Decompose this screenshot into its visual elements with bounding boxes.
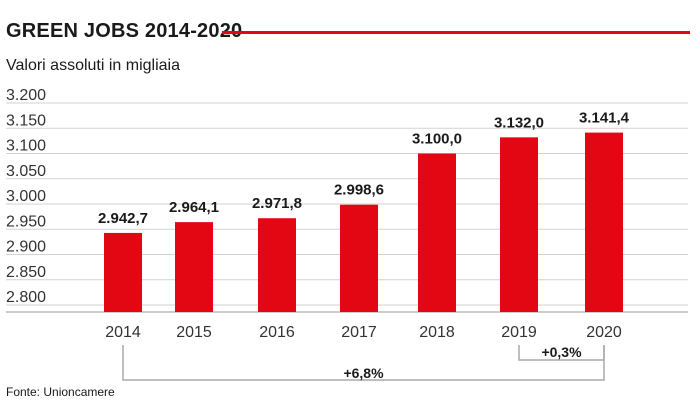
- chart-title: GREEN JOBS 2014-2020: [6, 20, 243, 42]
- y-tick-label: 3.000: [6, 188, 46, 205]
- y-tick-label: 3.100: [6, 138, 46, 155]
- x-tick-label: 2017: [341, 324, 377, 341]
- bar: [418, 153, 456, 312]
- data-label: 2.942,7: [98, 210, 148, 227]
- growth-annotation: +6,8%: [343, 365, 384, 381]
- data-label: 3.132,0: [494, 114, 544, 131]
- x-tick-label: 2018: [419, 324, 455, 341]
- y-tick-label: 2.800: [6, 289, 46, 306]
- y-tick-label: 3.200: [6, 87, 46, 104]
- y-tick-label: 3.150: [6, 112, 46, 129]
- growth-annotation: +0,3%: [541, 344, 582, 360]
- x-tick-label: 2020: [586, 324, 622, 341]
- y-tick-label: 3.050: [6, 163, 46, 180]
- bar: [104, 232, 142, 312]
- x-tick-label: 2019: [501, 324, 537, 341]
- chart-subtitle: Valori assoluti in migliaia: [6, 57, 180, 74]
- y-tick-label: 2.950: [6, 213, 46, 230]
- x-tick-label: 2015: [176, 324, 212, 341]
- bracket-2014-2020: [122, 345, 605, 381]
- data-label: 2.998,6: [334, 182, 384, 199]
- bar: [175, 222, 213, 312]
- bar: [500, 137, 538, 312]
- bar: [585, 132, 623, 312]
- x-tick-label: 2014: [105, 324, 141, 341]
- bar: [340, 204, 378, 312]
- data-label: 2.964,1: [169, 199, 219, 216]
- title-rule: [222, 31, 690, 34]
- source-note: Fonte: Unioncamere: [6, 385, 115, 399]
- data-label: 2.971,8: [252, 195, 302, 212]
- x-tick-label: 2016: [259, 324, 295, 341]
- data-label: 3.141,4: [579, 110, 630, 127]
- data-label: 3.100,0: [412, 131, 462, 148]
- y-tick-label: 2.900: [6, 239, 46, 256]
- y-tick-label: 2.850: [6, 264, 46, 281]
- bar: [258, 218, 296, 312]
